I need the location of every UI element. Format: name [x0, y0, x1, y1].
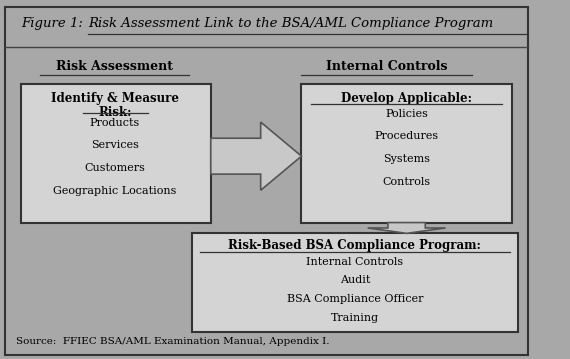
Text: Risk Assessment: Risk Assessment	[56, 60, 173, 73]
Text: BSA Compliance Officer: BSA Compliance Officer	[287, 294, 423, 304]
Text: Audit: Audit	[340, 275, 370, 285]
Text: Policies: Policies	[385, 109, 428, 119]
Text: Develop Applicable:: Develop Applicable:	[341, 92, 472, 104]
Text: Figure 1:: Figure 1:	[21, 17, 92, 30]
Text: Internal Controls: Internal Controls	[326, 60, 447, 73]
Text: Identify & Measure: Identify & Measure	[51, 92, 179, 104]
Text: Products: Products	[89, 118, 140, 128]
FancyBboxPatch shape	[5, 7, 528, 355]
Text: Procedures: Procedures	[374, 131, 439, 141]
FancyBboxPatch shape	[302, 84, 512, 223]
Text: Services: Services	[91, 140, 139, 150]
Text: Geographic Locations: Geographic Locations	[53, 186, 176, 196]
Text: Training: Training	[331, 313, 379, 323]
Text: Customers: Customers	[84, 163, 145, 173]
Polygon shape	[211, 122, 302, 190]
FancyBboxPatch shape	[21, 84, 211, 223]
Polygon shape	[368, 223, 446, 233]
Text: Risk Assessment Link to the BSA/AML Compliance Program: Risk Assessment Link to the BSA/AML Comp…	[88, 17, 493, 30]
Text: Risk:: Risk:	[98, 106, 132, 119]
Text: Risk-Based BSA Compliance Program:: Risk-Based BSA Compliance Program:	[229, 239, 481, 252]
FancyBboxPatch shape	[192, 233, 518, 332]
Text: Controls: Controls	[382, 177, 431, 187]
Text: Source:  FFIEC BSA/AML Examination Manual, Appendix I.: Source: FFIEC BSA/AML Examination Manual…	[16, 337, 329, 346]
Text: Systems: Systems	[383, 154, 430, 164]
Text: Internal Controls: Internal Controls	[306, 257, 404, 267]
